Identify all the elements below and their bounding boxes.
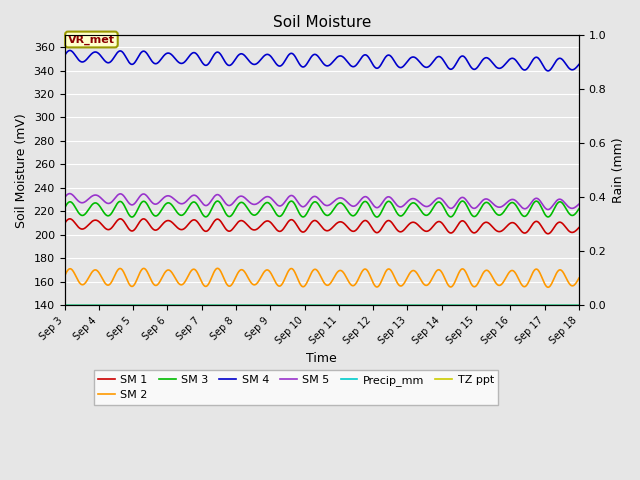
Precip_mm xyxy=(299,302,307,308)
Precip_mm xyxy=(575,302,583,308)
SM 3 xyxy=(290,200,298,205)
Line: SM 1: SM 1 xyxy=(65,219,579,234)
SM 1 xyxy=(66,216,74,222)
SM 2 xyxy=(214,265,221,271)
TZ ppt xyxy=(289,302,297,308)
SM 2 xyxy=(290,267,298,273)
SM 3 xyxy=(354,209,362,215)
Precip_mm xyxy=(289,302,297,308)
SM 2 xyxy=(544,284,552,290)
TZ ppt xyxy=(279,302,287,308)
Precip_mm xyxy=(279,302,287,308)
SM 4 xyxy=(101,58,109,63)
SM 1 xyxy=(290,218,298,224)
Precip_mm xyxy=(100,302,108,308)
SM 5 xyxy=(354,201,362,207)
SM 3 xyxy=(61,205,68,211)
SM 3 xyxy=(214,198,221,204)
SM 5 xyxy=(122,195,129,201)
Y-axis label: Rain (mm): Rain (mm) xyxy=(612,137,625,203)
Precip_mm xyxy=(122,302,129,308)
SM 1 xyxy=(575,225,583,230)
SM 3 xyxy=(279,210,287,216)
SM 2 xyxy=(300,284,307,289)
SM 3 xyxy=(122,204,129,210)
SM 4 xyxy=(354,60,362,66)
TZ ppt xyxy=(100,302,108,308)
SM 1 xyxy=(122,221,129,227)
SM 4 xyxy=(544,68,552,74)
SM 5 xyxy=(279,201,287,207)
SM 2 xyxy=(100,279,108,285)
Line: SM 5: SM 5 xyxy=(65,193,579,210)
SM 1 xyxy=(279,226,287,232)
Legend: SM 1, SM 2, SM 3, SM 4, SM 5, Precip_mm, TZ ppt: SM 1, SM 2, SM 3, SM 4, SM 5, Precip_mm,… xyxy=(93,370,499,405)
Precip_mm xyxy=(61,302,68,308)
SM 5 xyxy=(290,194,298,200)
SM 1 xyxy=(101,225,109,230)
SM 5 xyxy=(66,191,74,196)
Precip_mm xyxy=(353,302,361,308)
TZ ppt xyxy=(122,302,129,308)
TZ ppt xyxy=(575,302,583,308)
SM 4 xyxy=(279,60,287,66)
SM 1 xyxy=(61,221,68,227)
Title: Soil Moisture: Soil Moisture xyxy=(273,15,371,30)
SM 5 xyxy=(544,207,552,213)
SM 4 xyxy=(122,54,129,60)
SM 5 xyxy=(575,201,583,207)
TZ ppt xyxy=(353,302,361,308)
Line: SM 3: SM 3 xyxy=(65,201,579,217)
SM 3 xyxy=(300,214,307,220)
SM 4 xyxy=(300,64,307,70)
Line: SM 4: SM 4 xyxy=(65,50,579,71)
X-axis label: Time: Time xyxy=(307,351,337,365)
SM 2 xyxy=(575,275,583,281)
SM 4 xyxy=(575,61,583,67)
Y-axis label: Soil Moisture (mV): Soil Moisture (mV) xyxy=(15,113,28,228)
TZ ppt xyxy=(299,302,307,308)
SM 3 xyxy=(373,214,381,220)
SM 5 xyxy=(300,204,307,210)
TZ ppt xyxy=(61,302,68,308)
SM 4 xyxy=(290,52,298,58)
SM 4 xyxy=(61,53,68,59)
SM 3 xyxy=(575,206,583,212)
Text: VR_met: VR_met xyxy=(68,35,115,45)
SM 2 xyxy=(61,274,68,279)
SM 3 xyxy=(100,210,108,216)
SM 4 xyxy=(66,48,74,53)
SM 5 xyxy=(61,195,68,201)
SM 2 xyxy=(354,277,362,283)
SM 2 xyxy=(122,273,129,278)
SM 1 xyxy=(354,226,362,231)
Line: SM 2: SM 2 xyxy=(65,268,579,287)
SM 1 xyxy=(300,229,307,235)
SM 1 xyxy=(544,231,552,237)
SM 2 xyxy=(279,279,287,285)
SM 5 xyxy=(101,199,109,204)
